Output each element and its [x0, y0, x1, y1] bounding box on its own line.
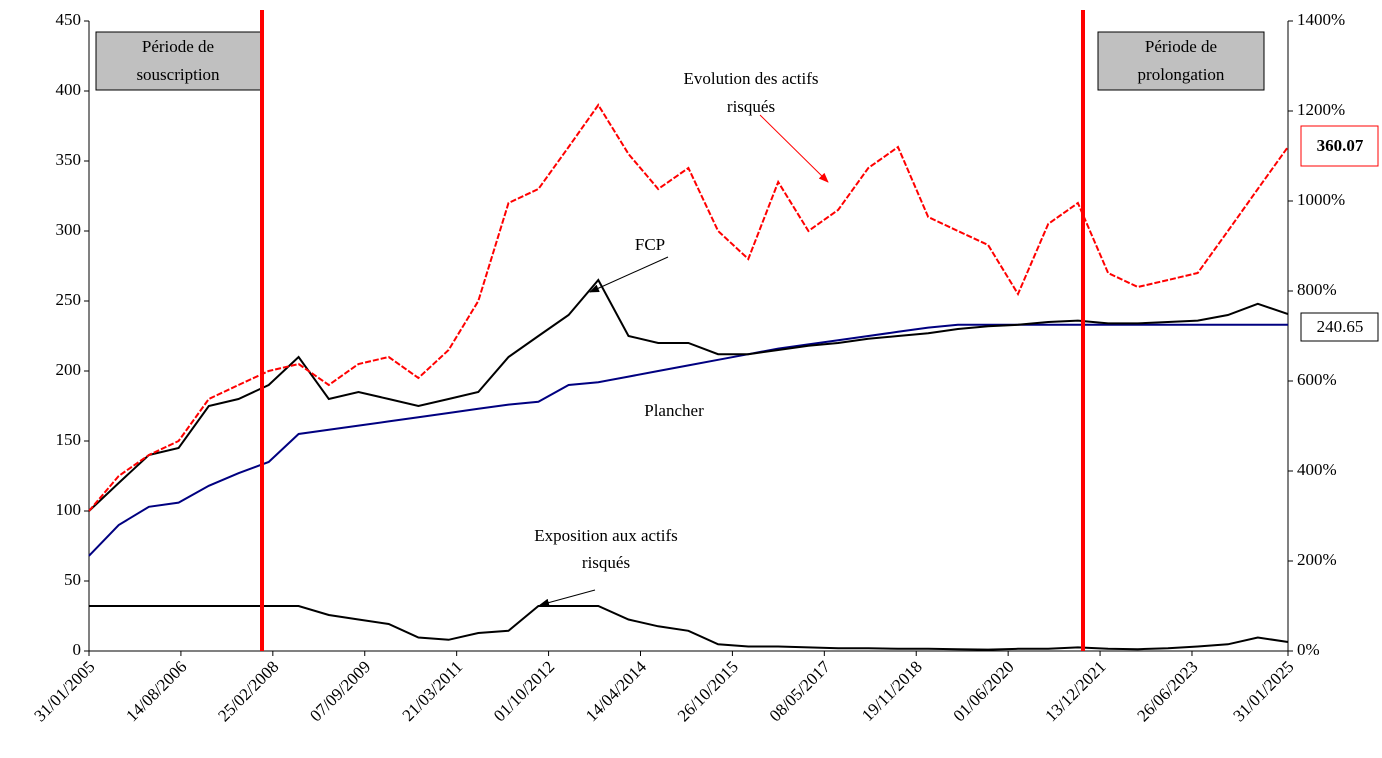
annotation: FCP: [635, 235, 665, 254]
x-tick-label: 26/10/2015: [674, 657, 742, 725]
x-tick-label: 07/09/2009: [306, 657, 374, 725]
x-tick-label: 01/06/2020: [950, 657, 1018, 725]
x-tick-label: 14/04/2014: [582, 657, 651, 726]
y2-tick-label: 1400%: [1297, 10, 1345, 29]
y-tick-label: 150: [56, 430, 82, 449]
y2-tick-label: 600%: [1297, 370, 1337, 389]
y-tick-label: 0: [73, 640, 82, 659]
y-tick-label: 200: [56, 360, 82, 379]
series-line: [89, 605, 1289, 651]
series-line: [88, 323, 1288, 557]
y2-tick-label: 800%: [1297, 280, 1337, 299]
x-tick-label: 26/06/2023: [1133, 657, 1201, 725]
annotation: risqués: [727, 97, 775, 116]
x-tick-label: 31/01/2025: [1229, 657, 1297, 725]
y2-tick-label: 1200%: [1297, 100, 1345, 119]
end-label-box: [1300, 125, 1379, 167]
y-tick-label: 400: [56, 80, 82, 99]
y-tick-label: 100: [56, 500, 82, 519]
x-tick-label: 21/03/2011: [398, 657, 466, 725]
x-tick-label: 19/11/2018: [858, 657, 926, 725]
annotation: risqués: [582, 553, 630, 572]
annotation-box: [95, 31, 262, 91]
end-label-box: [1300, 312, 1379, 342]
arrow: [759, 114, 829, 183]
annotation: Evolution des actifs: [683, 69, 818, 88]
y2-tick-label: 400%: [1297, 460, 1337, 479]
series-line: [88, 278, 1289, 512]
y-tick-label: 50: [64, 570, 81, 589]
y2-tick-label: 0%: [1297, 640, 1320, 659]
series-line: [88, 103, 1289, 512]
x-tick-label: 08/05/2017: [766, 657, 835, 726]
y-tick-label: 450: [56, 10, 82, 29]
y-tick-label: 300: [56, 220, 82, 239]
x-tick-label: 14/08/2006: [122, 657, 190, 725]
y2-tick-label: 200%: [1297, 550, 1337, 569]
x-tick-label: 31/01/2005: [30, 657, 98, 725]
y-tick-label: 250: [56, 290, 82, 309]
annotation: Période de: [1145, 37, 1217, 56]
y-tick-label: 350: [56, 150, 82, 169]
annotation: souscription: [136, 65, 220, 84]
annotation: Période de: [142, 37, 214, 56]
end-value-label: 240.65: [1317, 317, 1364, 336]
x-tick-label: 01/10/2012: [490, 657, 558, 725]
arrow: [539, 589, 596, 607]
annotation-box: [1097, 31, 1265, 91]
annotation: Plancher: [644, 401, 704, 420]
annotation: prolongation: [1138, 65, 1225, 84]
end-value-label: 360.07: [1317, 136, 1364, 155]
x-tick-label: 25/02/2008: [214, 657, 282, 725]
annotation: Exposition aux actifs: [534, 526, 678, 545]
y2-tick-label: 1000%: [1297, 190, 1345, 209]
arrow: [589, 256, 669, 293]
x-tick-label: 13/12/2021: [1041, 657, 1109, 725]
